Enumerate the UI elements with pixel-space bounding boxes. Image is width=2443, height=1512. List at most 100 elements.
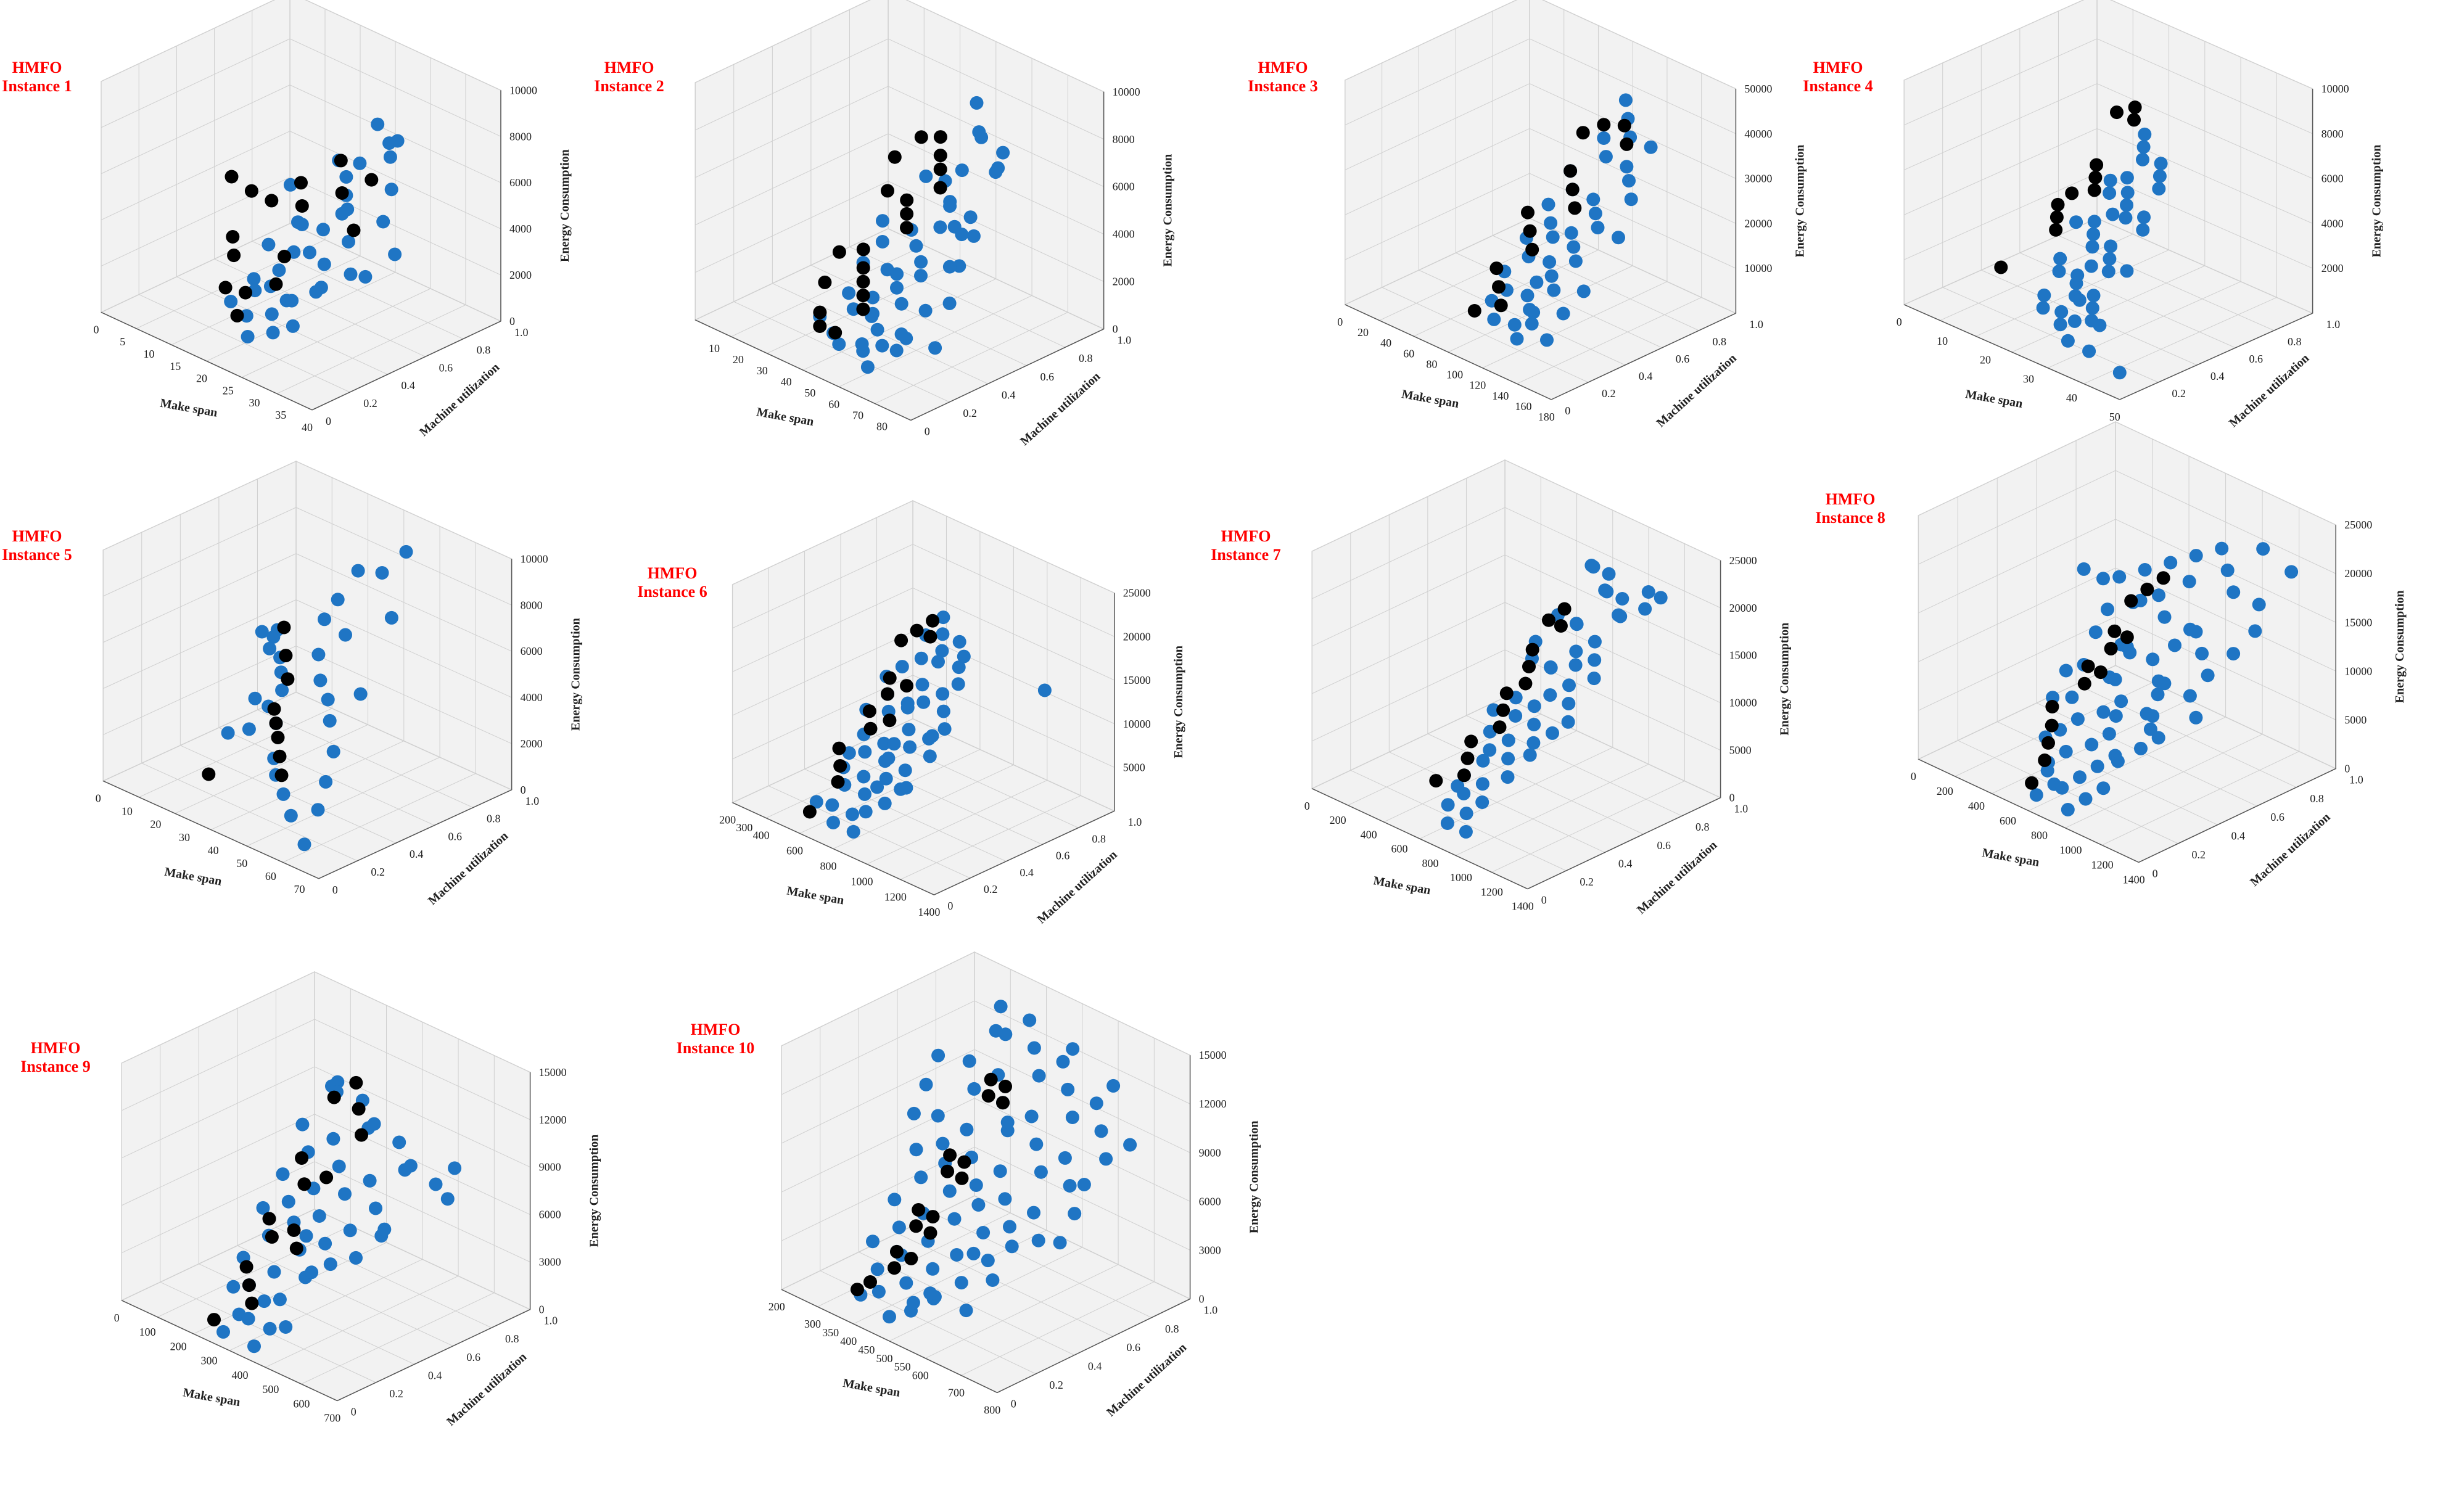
grid-line	[157, 1225, 351, 1318]
z-tick-label: 20000	[1123, 630, 1151, 643]
solution-point	[881, 751, 896, 765]
x-tick-label: 800	[820, 860, 837, 872]
x-tick-label: 300	[736, 821, 752, 834]
grid-line	[247, 757, 440, 847]
solution-point	[318, 1236, 332, 1251]
solution-point	[272, 263, 286, 277]
solution-point	[1544, 660, 1557, 674]
solution-point	[871, 1284, 886, 1299]
solution-point	[933, 220, 947, 234]
y-tick-label: 0.6	[439, 361, 453, 374]
solution-point	[286, 319, 300, 333]
solution-point	[2109, 709, 2123, 723]
solution-point	[1525, 317, 1539, 331]
solution-point	[919, 169, 933, 183]
pareto-point	[2128, 101, 2142, 114]
solution-point	[2123, 646, 2137, 660]
solution-point	[239, 309, 253, 323]
pareto-point	[2094, 665, 2107, 680]
solution-point	[2189, 625, 2203, 639]
solution-point	[957, 649, 971, 664]
solution-point	[952, 635, 966, 649]
solution-point	[2114, 694, 2128, 709]
pareto-point	[828, 326, 842, 340]
x-tick-label: 20	[733, 353, 744, 366]
y-tick-label: 0	[1541, 894, 1547, 906]
solution-point	[343, 1223, 357, 1238]
grid-line	[121, 971, 315, 1064]
grid-line	[781, 951, 975, 1046]
solution-point	[382, 136, 397, 150]
chart-panel-7: 0 200 400 600 800 1000 1200 1400 0 0.2 0.4 0.6 0.8 1.…	[1211, 459, 1792, 917]
grid-line	[1382, 287, 1589, 383]
pareto-point	[245, 1296, 259, 1310]
y-tick-label: 1.0	[2349, 773, 2363, 786]
x-tick-label: 1200	[884, 890, 907, 903]
solution-point	[1562, 678, 1576, 692]
pareto-point	[856, 289, 870, 303]
solution-point	[1094, 1124, 1108, 1138]
solution-point	[936, 627, 950, 641]
y-axis-label: Machine utilization	[417, 361, 502, 439]
grid-line	[732, 675, 913, 760]
solution-point	[283, 178, 297, 192]
y-axis-line	[337, 1309, 530, 1402]
solution-point	[1058, 1151, 1072, 1165]
x-tick-label: 50	[804, 387, 815, 399]
x-tick-label: 400	[231, 1369, 248, 1381]
y-axis-label: Machine utilization	[1634, 838, 1720, 916]
pareto-point	[1489, 261, 1504, 276]
grid-line	[732, 500, 913, 585]
grid-line	[2096, 83, 2313, 179]
solution-point	[2112, 570, 2127, 584]
solution-point	[960, 1122, 974, 1136]
grid-line	[2028, 717, 2226, 811]
y-tick-label: 0.2	[389, 1387, 403, 1400]
solution-point	[936, 704, 950, 718]
solution-point	[267, 1265, 281, 1279]
solution-point	[342, 235, 355, 249]
solution-point	[2103, 252, 2117, 266]
pareto-point	[900, 207, 914, 221]
grid-line	[176, 276, 388, 375]
pareto-point	[297, 1177, 311, 1191]
y-tick-label: 1.0	[1204, 1304, 1218, 1316]
solution-point	[1591, 221, 1605, 235]
solution-point	[2111, 754, 2125, 768]
pareto-point	[818, 275, 832, 289]
y-axis-line	[934, 810, 1115, 895]
pareto-point	[2088, 170, 2103, 184]
grid-line	[888, 38, 1104, 140]
pareto-point	[933, 181, 947, 195]
solution-point	[285, 294, 299, 308]
grid-line	[936, 1214, 1152, 1318]
x-tick-label: 1000	[2060, 844, 2082, 857]
solution-point	[875, 339, 889, 353]
solution-point	[1024, 1109, 1039, 1124]
solution-point	[1483, 743, 1497, 757]
panel-title: HMFO	[12, 59, 62, 76]
y-axis-line	[311, 321, 501, 411]
grid-line	[295, 646, 512, 744]
solution-point	[276, 1167, 290, 1181]
pareto-point	[1542, 613, 1555, 627]
solution-point	[877, 736, 891, 750]
panel-title: HMFO	[1826, 490, 1876, 508]
solution-point	[266, 630, 281, 644]
pareto-point	[856, 261, 870, 275]
solution-point	[224, 295, 238, 308]
solution-point	[349, 1251, 363, 1265]
x-tick-label: 40	[208, 844, 219, 857]
pareto-point	[281, 672, 295, 686]
z-tick-label: 15000	[1729, 649, 1757, 662]
pareto-point	[295, 1151, 309, 1165]
x-tick-label: 800	[1422, 857, 1438, 869]
y-axis-line	[2138, 768, 2336, 863]
solution-point	[1654, 591, 1668, 605]
x-tick-label: 400	[1361, 828, 1377, 840]
panel-subtitle: Instance 10	[677, 1039, 754, 1057]
solution-point	[1441, 798, 1455, 812]
solution-point	[2284, 565, 2299, 579]
panel-subtitle: Instance 6	[637, 583, 707, 601]
solution-point	[339, 170, 353, 184]
